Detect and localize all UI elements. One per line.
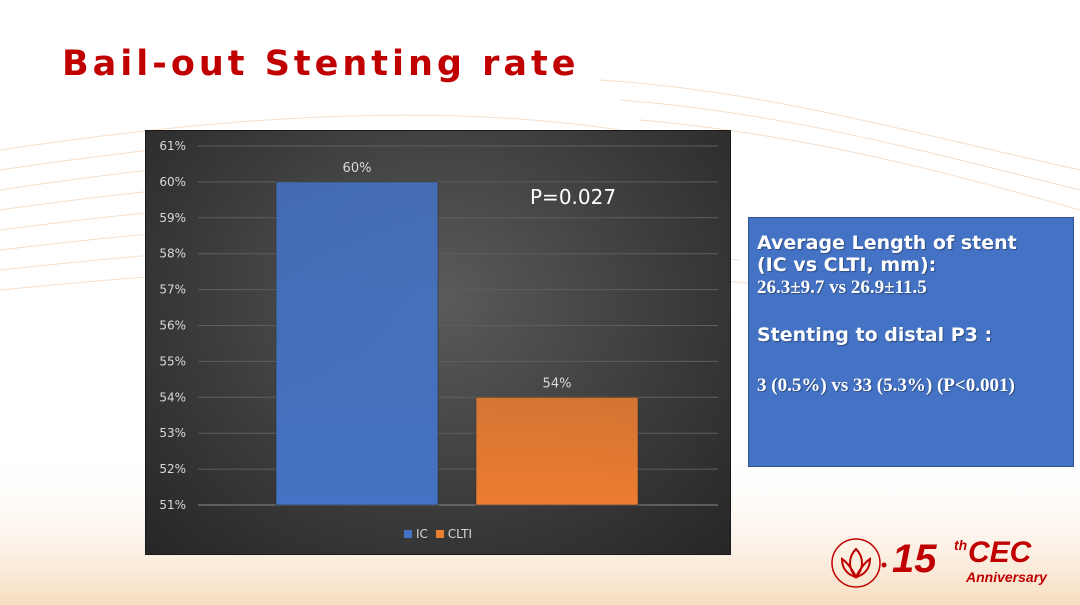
- logo-name: CEC: [968, 536, 1032, 569]
- info-length-values: 26.3±9.7 vs 26.9±11.5: [757, 277, 927, 298]
- info-distal-heading: Stenting to distal P3 :: [757, 324, 993, 346]
- y-tick-label: 59%: [159, 211, 186, 225]
- bar-chart: 51% 52% 53% 54% 55% 56% 57% 58% 59% 60% 61% 60% 54% …: [145, 130, 731, 555]
- legend-item-ic: IC: [403, 527, 428, 541]
- y-tick-label: 58%: [159, 247, 186, 261]
- y-tick-label: 54%: [159, 390, 186, 404]
- logo-superscript: th: [954, 537, 968, 553]
- logo-subtitle: Anniversary: [966, 569, 1047, 585]
- y-tick-label: 61%: [159, 139, 186, 153]
- bar-clti: [475, 397, 639, 506]
- legend-label-clti: CLTI: [447, 527, 473, 541]
- y-tick-label: 53%: [159, 426, 186, 440]
- bar-ic: [275, 181, 439, 506]
- legend-swatch-clti: [435, 530, 444, 538]
- p-value-annotation: P=0.027: [530, 185, 617, 209]
- data-label-clti: 54%: [543, 376, 572, 391]
- data-label-ic: 60%: [343, 161, 372, 176]
- info-heading-line1: Average Length of stent: [757, 232, 1017, 254]
- y-tick-label: 55%: [159, 354, 186, 368]
- lotus-emblem-icon: [831, 538, 887, 588]
- logo-number: 15: [892, 537, 937, 581]
- y-tick-label: 56%: [159, 319, 186, 333]
- slide-title: Bail-out Stenting rate: [62, 44, 580, 84]
- info-heading-line2: (IC vs CLTI, mm):: [757, 254, 937, 276]
- stent-info-box: Average Length of stent (IC vs CLTI, mm)…: [748, 217, 1074, 467]
- legend-swatch-ic: [403, 530, 412, 538]
- y-tick-label: 60%: [159, 175, 186, 189]
- cec-logo: 15 th CEC Anniversary: [826, 535, 1066, 591]
- chart-legend: IC CLTI: [146, 527, 730, 541]
- chart-canvas: 51% 52% 53% 54% 55% 56% 57% 58% 59% 60% 61% 60% 54%: [159, 139, 718, 512]
- info-distal-values: 3 (0.5%) vs 33 (5.3%) (P<0.001): [757, 375, 1015, 396]
- y-tick-label: 52%: [159, 462, 186, 476]
- legend-label-ic: IC: [415, 527, 428, 541]
- y-tick-label: 51%: [159, 498, 186, 512]
- legend-item-clti: CLTI: [435, 527, 473, 541]
- y-tick-label: 57%: [159, 283, 186, 297]
